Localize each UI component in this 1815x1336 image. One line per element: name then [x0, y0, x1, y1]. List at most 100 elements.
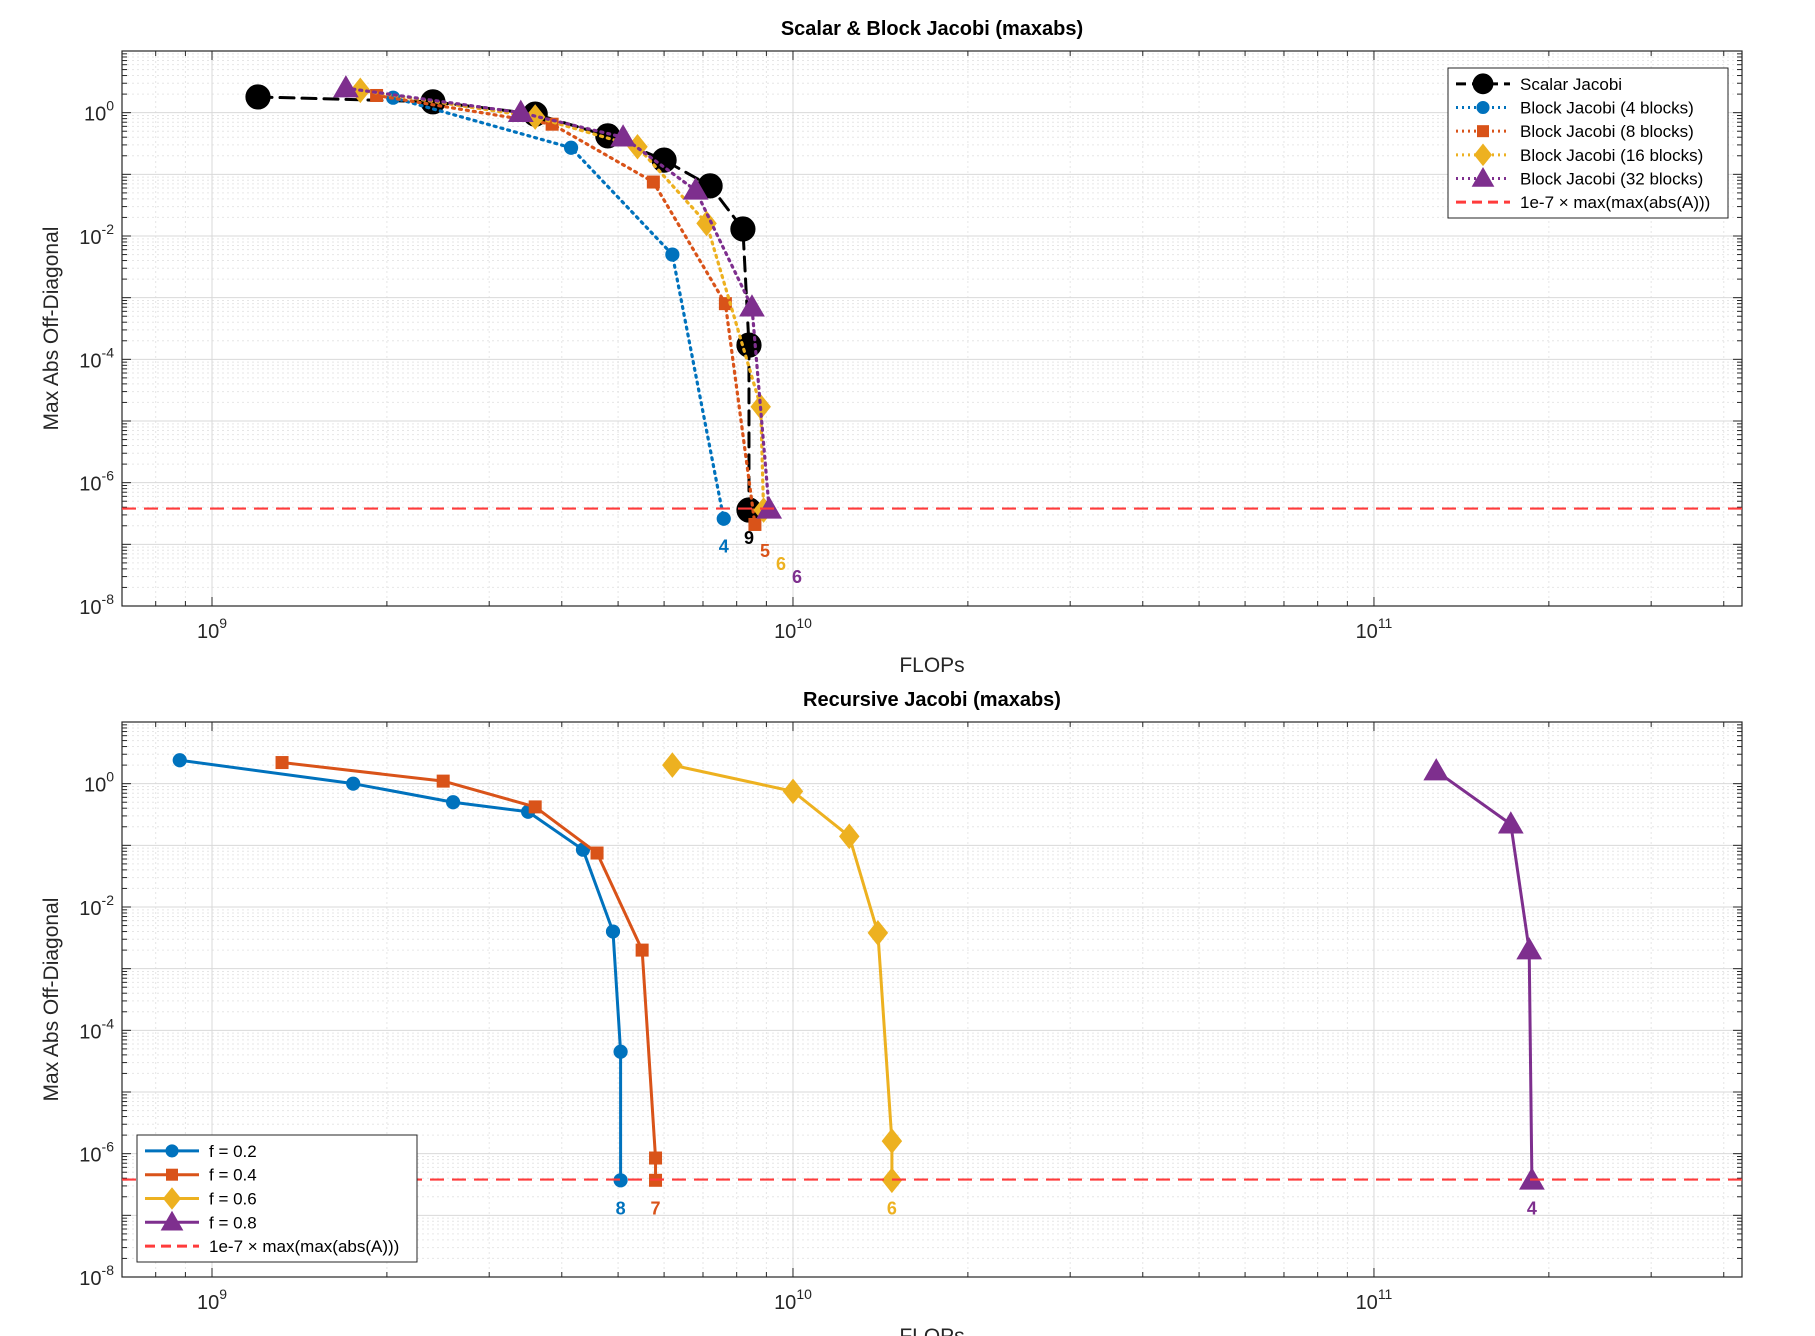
- y-tick-label: 10-4: [79, 1015, 114, 1043]
- end-labels: 94 566: [719, 528, 802, 587]
- end-label-f-0-4: 7: [651, 1198, 661, 1218]
- series-line: [391, 96, 726, 521]
- series-f-0-8: [1423, 758, 1545, 1190]
- axes-box: [121, 721, 1743, 1278]
- end-label-scalar-jacobi: 9: [744, 528, 754, 548]
- legend-box: [1447, 67, 1729, 219]
- data-point: [748, 517, 762, 531]
- x-tick-label: 109: [197, 615, 227, 643]
- series-line: [1434, 769, 1534, 1182]
- data-point: [867, 920, 889, 946]
- data-point: [662, 752, 683, 778]
- data-point: [682, 177, 709, 200]
- legend-marker: [1476, 100, 1490, 115]
- legend-marker: [162, 1187, 182, 1210]
- series-f-0-4: [275, 756, 663, 1187]
- legend: Scalar Jacobi Block Jacobi (4 blocks) Bloc…: [1447, 67, 1729, 219]
- series-block-jacobi-8-blocks: [370, 88, 762, 531]
- chart-title: Recursive Jacobi (maxabs): [803, 689, 1061, 711]
- series-line: [344, 86, 771, 511]
- data-point: [649, 1151, 663, 1165]
- data-point: [605, 924, 621, 939]
- y-tick-label: 10-8: [79, 591, 114, 619]
- legend-item-block-jacobi-4-blocks: Block Jacobi (4 blocks): [1456, 99, 1694, 118]
- ticks: [121, 50, 1742, 607]
- data-point: [563, 140, 579, 155]
- data-point: [590, 846, 604, 860]
- legend-label: f = 0.2: [209, 1142, 257, 1161]
- grid: [122, 721, 1742, 1278]
- legend-label: f = 0.8: [209, 1213, 257, 1232]
- legend-item-1e-7-max-max-abs-a: 1e-7 × max(max(abs(A))): [1456, 193, 1710, 212]
- data-point: [528, 800, 542, 814]
- data-point: [1516, 937, 1543, 960]
- data-point: [839, 823, 860, 850]
- data-point: [881, 1167, 903, 1194]
- end-label-f-0-8: 4: [1527, 1198, 1537, 1218]
- x-tick-label: 1010: [774, 1286, 812, 1314]
- data-point: [665, 247, 680, 262]
- legend-item-1e-7-max-max-abs-a: 1e-7 × max(max(abs(A))): [145, 1237, 399, 1256]
- legend-marker: [1472, 73, 1494, 95]
- end-label-f-0-2: 8: [616, 1198, 626, 1218]
- x-axis-label: FLOPs: [899, 654, 964, 677]
- legend-item-block-jacobi-8-blocks: Block Jacobi (8 blocks): [1456, 122, 1694, 141]
- end-label-block-jacobi-16-blocks: 6: [776, 554, 786, 574]
- data-point: [436, 774, 450, 788]
- legend-item-f-0-4: f = 0.4: [145, 1166, 257, 1185]
- panel-scalar-block-jacobi: 109 1010 1011 10-8 10-6 10-4 10-2 100 Scalar & B…: [40, 18, 1743, 677]
- end-label-f-0-6: 6: [887, 1198, 897, 1218]
- legend-label: Block Jacobi (8 blocks): [1520, 122, 1694, 141]
- end-labels: 8 7 6 4: [616, 1198, 1537, 1218]
- data-point: [172, 753, 187, 768]
- legend-marker: [1477, 125, 1489, 138]
- legend-label: Block Jacobi (4 blocks): [1520, 99, 1694, 118]
- x-tick-label: 1011: [1356, 1286, 1393, 1314]
- legend-label: 1e-7 × max(max(abs(A))): [209, 1237, 399, 1256]
- series-f-0-6: [662, 752, 903, 1194]
- data-point: [245, 84, 271, 110]
- x-tick-label: 109: [197, 1286, 227, 1314]
- legend-item-scalar-jacobi: Scalar Jacobi: [1456, 73, 1622, 95]
- y-tick-label: 100: [84, 769, 114, 797]
- y-axis-label: Max Abs Off-Diagonal: [40, 227, 63, 431]
- y-tick-label: 10-6: [79, 1139, 114, 1167]
- axes-box: [121, 50, 1743, 607]
- legend-item-block-jacobi-16-blocks: Block Jacobi (16 blocks): [1456, 143, 1703, 167]
- grid: [122, 50, 1742, 607]
- data-point: [610, 124, 636, 147]
- data-point: [716, 511, 731, 526]
- y-tick-label: 100: [84, 98, 114, 126]
- series-line: [178, 758, 623, 1182]
- legend-item-f-0-2: f = 0.2: [145, 1142, 257, 1161]
- series-f-0-2: [172, 753, 628, 1188]
- x-axis-label: FLOPs: [899, 1325, 964, 1336]
- y-tick-label: 10-2: [79, 892, 114, 920]
- data-point: [696, 210, 717, 237]
- legend-label: Scalar Jacobi: [1520, 75, 1622, 94]
- legend-label: f = 0.6: [209, 1190, 257, 1209]
- data-point: [646, 175, 660, 189]
- data-point: [507, 99, 534, 122]
- legend-marker: [1473, 143, 1493, 167]
- y-tick-label: 10-4: [79, 344, 114, 372]
- legend-label: 1e-7 × max(max(abs(A))): [1520, 193, 1710, 212]
- panel-recursive-jacobi: 109 1010 1011 10-8 10-6 10-4 10-2 100 Recursive …: [40, 689, 1743, 1336]
- ticks: [121, 721, 1742, 1278]
- data-point: [881, 1128, 903, 1154]
- chart-title: Scalar & Block Jacobi (maxabs): [781, 18, 1083, 40]
- legend-label: Block Jacobi (16 blocks): [1520, 146, 1703, 165]
- data-point: [1423, 758, 1450, 781]
- data-point: [275, 756, 289, 770]
- legend-item-block-jacobi-32-blocks: Block Jacobi (32 blocks): [1456, 166, 1703, 189]
- data-point: [651, 147, 677, 173]
- legend-marker: [165, 1144, 179, 1158]
- end-label-block-jacobi-8-blocks: 5: [760, 541, 770, 561]
- data-point: [782, 778, 804, 805]
- legend: f = 0.2 f = 0.4 f = 0.6 f = 0.8 1e-7 × max(m…: [136, 1134, 418, 1263]
- y-tick-label: 10-8: [79, 1262, 114, 1290]
- data-point: [739, 294, 765, 317]
- x-tick-label: 1011: [1356, 615, 1393, 643]
- legend-item-f-0-8: f = 0.8: [145, 1210, 257, 1232]
